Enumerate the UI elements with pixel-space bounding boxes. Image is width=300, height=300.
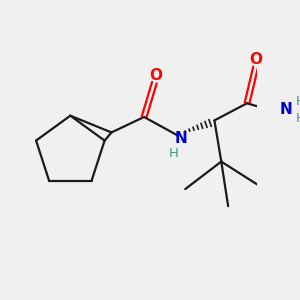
Text: O: O: [150, 68, 163, 83]
Text: H: H: [169, 146, 179, 160]
Text: N: N: [280, 102, 293, 117]
Text: H: H: [295, 112, 300, 125]
Text: N: N: [175, 131, 187, 146]
Text: H: H: [295, 95, 300, 108]
Text: O: O: [249, 52, 262, 67]
